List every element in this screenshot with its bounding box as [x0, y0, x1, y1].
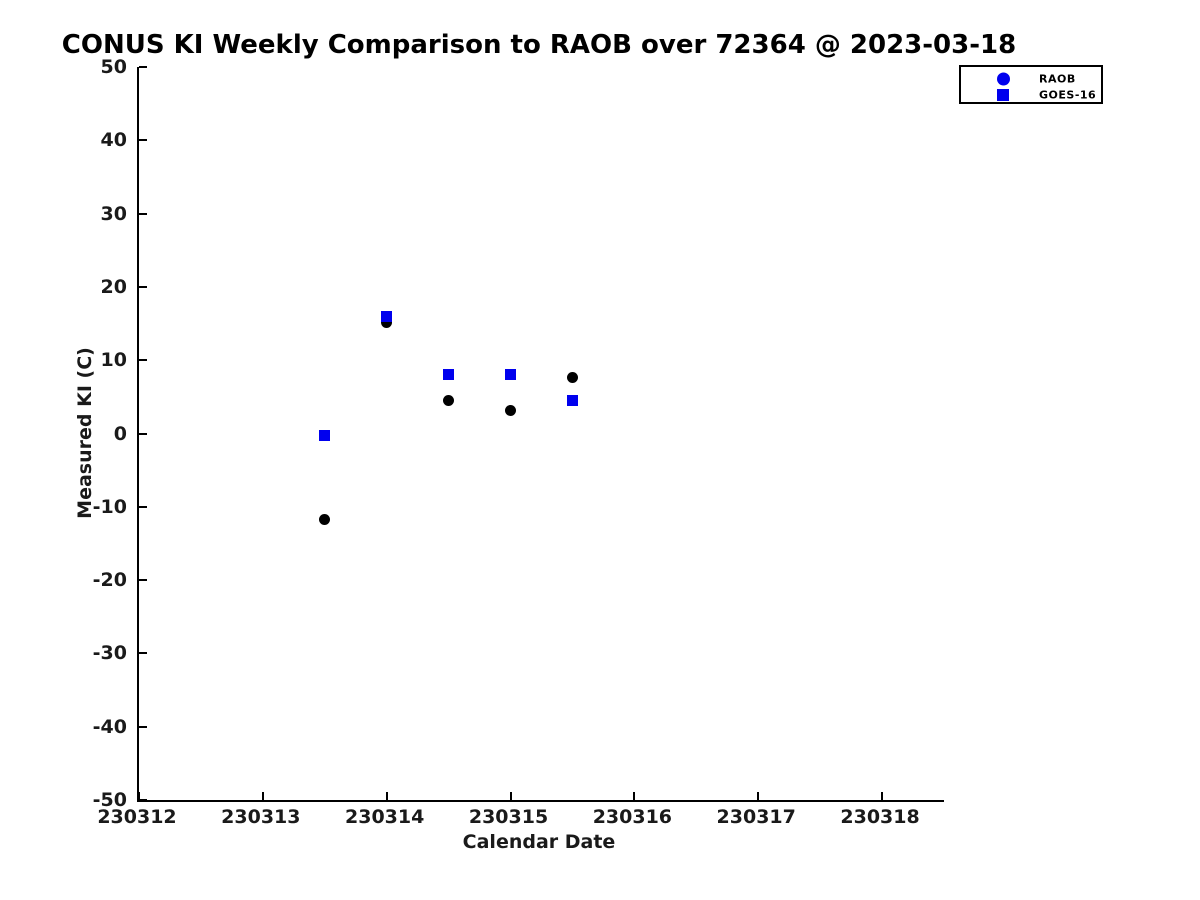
x-tick-label: 230317	[716, 806, 796, 828]
y-tick-label: 10	[100, 349, 127, 372]
y-axis-tick	[139, 212, 147, 215]
y-axis-tick	[139, 505, 147, 508]
y-axis-tick	[139, 432, 147, 435]
plot-area	[137, 66, 944, 802]
y-tick-label: 0	[113, 422, 127, 445]
y-tick-label: 40	[100, 129, 127, 152]
y-axis-tick	[139, 359, 147, 362]
y-tick-label: 20	[100, 275, 127, 298]
raob-circle-marker-icon	[997, 72, 1010, 85]
x-axis-tick	[633, 792, 636, 800]
y-tick-label: 30	[100, 202, 127, 225]
chart-title: CONUS KI Weekly Comparison to RAOB over …	[61, 30, 1017, 60]
data-point-goes-16	[319, 430, 331, 442]
x-axis-tick	[385, 792, 388, 800]
x-tick-label: 230312	[97, 806, 177, 828]
y-axis-tick	[139, 579, 147, 582]
y-axis-tick	[139, 66, 147, 68]
y-axis-tick	[139, 799, 147, 801]
y-tick-label: -40	[92, 715, 127, 738]
y-tick-label: -50	[92, 789, 127, 811]
legend-label-goes-16: GOES-16	[1039, 88, 1097, 101]
x-axis-tick	[261, 792, 264, 800]
legend-item-goes-16: GOES-16	[961, 87, 1101, 102]
y-tick-label: 50	[100, 56, 127, 78]
data-point-raob	[566, 371, 578, 383]
data-point-goes-16	[505, 368, 517, 380]
data-point-goes-16	[443, 368, 455, 380]
y-tick-label: -20	[92, 569, 127, 592]
goes-16-square-marker-icon	[997, 88, 1009, 101]
y-tick-label: -30	[92, 642, 127, 665]
legend-item-raob: RAOB	[961, 71, 1101, 86]
y-axis-tick	[139, 652, 147, 655]
x-tick-label: 230313	[221, 806, 301, 828]
data-point-goes-16	[381, 311, 393, 323]
x-tick-label: 230314	[345, 806, 425, 828]
x-tick-label: 230316	[592, 806, 673, 828]
data-point-raob	[319, 514, 331, 526]
legend: RAOB GOES-16	[959, 65, 1103, 104]
x-tick-label: 230318	[840, 806, 920, 828]
y-axis-tick	[139, 725, 147, 728]
data-point-raob	[443, 395, 455, 406]
y-tick-label: -10	[92, 495, 127, 518]
legend-label-raob: RAOB	[1039, 72, 1076, 85]
x-axis-label: Calendar Date	[462, 831, 616, 853]
y-axis-tick	[139, 285, 147, 288]
data-point-goes-16	[566, 395, 578, 406]
x-tick-label: 230315	[468, 806, 549, 828]
x-axis-tick	[138, 792, 140, 800]
x-axis-tick	[509, 792, 512, 800]
data-point-raob	[505, 405, 517, 417]
y-axis-tick	[139, 139, 147, 142]
x-axis-tick	[757, 792, 760, 800]
x-axis-tick	[881, 792, 884, 800]
